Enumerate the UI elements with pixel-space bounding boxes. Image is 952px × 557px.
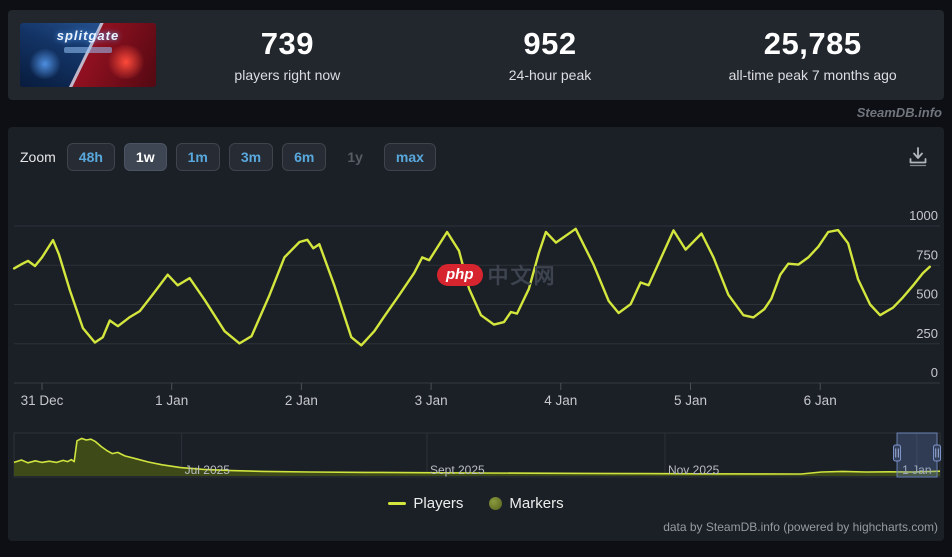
zoom-button-48h[interactable]: 48h <box>66 143 115 171</box>
svg-text:750: 750 <box>916 247 938 262</box>
svg-text:4 Jan: 4 Jan <box>544 393 577 408</box>
alltime-peak-value: 25,785 <box>763 26 862 61</box>
game-banner[interactable]: splitgate <box>20 23 156 87</box>
chart-legend: Players Markers <box>8 495 944 512</box>
svg-text:1 Jan: 1 Jan <box>155 393 188 408</box>
peak-24h-label: 24-hour peak <box>508 67 592 83</box>
navigator[interactable]: Jul 2025 Sept 2025 Nov 2025 1 Jan <box>13 432 942 478</box>
game-logo-tagline <box>64 47 112 53</box>
svg-text:Nov 2025: Nov 2025 <box>668 463 720 477</box>
zoom-toolbar: Zoom 48h 1w 1m 3m 6m 1y max <box>20 143 436 171</box>
legend-item-players[interactable]: Players <box>388 495 463 512</box>
navigator-selection[interactable] <box>896 432 938 478</box>
zoom-button-3m[interactable]: 3m <box>228 143 274 171</box>
alltime-peak-label: all-time peak 7 months ago <box>728 67 897 83</box>
current-players-label: players right now <box>234 67 341 83</box>
svg-text:1000: 1000 <box>909 208 938 223</box>
stat-current-players: 739 players right now <box>156 26 419 84</box>
legend-item-markers[interactable]: Markers <box>489 495 564 512</box>
players-line-swatch-icon <box>388 502 407 505</box>
svg-text:5 Jan: 5 Jan <box>674 393 707 408</box>
zoom-label: Zoom <box>20 149 56 165</box>
highcharts-credits[interactable]: data by SteamDB.info (powered by highcha… <box>663 520 938 534</box>
zoom-button-6m[interactable]: 6m <box>282 143 327 171</box>
svg-text:Jul 2025: Jul 2025 <box>185 463 231 477</box>
players-series-line[interactable] <box>12 227 931 347</box>
zoom-button-1w[interactable]: 1w <box>123 143 167 171</box>
svg-text:31 Dec: 31 Dec <box>21 393 64 408</box>
navigator-line <box>13 437 941 475</box>
banner-red-character <box>106 45 146 79</box>
legend-players-label: Players <box>413 495 464 512</box>
svg-text:250: 250 <box>916 326 938 341</box>
svg-text:0: 0 <box>931 365 938 380</box>
current-players-value: 739 <box>260 26 314 61</box>
game-logo-text: splitgate <box>56 28 120 43</box>
navigator-handle-right[interactable] <box>933 444 942 462</box>
download-chart-icon[interactable] <box>906 145 930 169</box>
zoom-button-1y[interactable]: 1y <box>335 143 375 171</box>
peak-24h-value: 952 <box>523 26 577 61</box>
svg-text:500: 500 <box>916 287 938 302</box>
steamdb-site-watermark: SteamDB.info <box>856 105 942 120</box>
stat-alltime-peak: 25,785 all-time peak 7 months ago <box>681 26 944 84</box>
zoom-button-max[interactable]: max <box>383 143 436 171</box>
players-chart[interactable]: 0 250 500 750 1000 31 Dec 1 Jan 2 Jan 3 Jan 4 Jan… <box>8 127 944 541</box>
stat-24h-peak: 952 24-hour peak <box>419 26 682 84</box>
svg-text:2 Jan: 2 Jan <box>285 393 318 408</box>
svg-text:3 Jan: 3 Jan <box>415 393 448 408</box>
navigator-handle-left[interactable] <box>893 444 902 462</box>
chart-panel: Zoom 48h 1w 1m 3m 6m 1y max 0 250 500 750 1000 31 D… <box>8 127 944 541</box>
banner-blue-character <box>28 49 62 79</box>
legend-markers-label: Markers <box>509 495 564 512</box>
x-axis: 31 Dec 1 Jan 2 Jan 3 Jan 4 Jan 5 Jan 6 Jan <box>21 383 837 408</box>
markers-circle-swatch-icon <box>489 497 503 510</box>
player-stats: 739 players right now 952 24-hour peak 2… <box>156 26 944 84</box>
svg-text:Sept 2025: Sept 2025 <box>430 463 485 477</box>
svg-text:6 Jan: 6 Jan <box>804 393 837 408</box>
svg-text:1 Jan: 1 Jan <box>902 463 931 477</box>
header-card: splitgate 739 players right now 952 24-h… <box>8 10 944 100</box>
zoom-button-1m[interactable]: 1m <box>175 143 220 171</box>
